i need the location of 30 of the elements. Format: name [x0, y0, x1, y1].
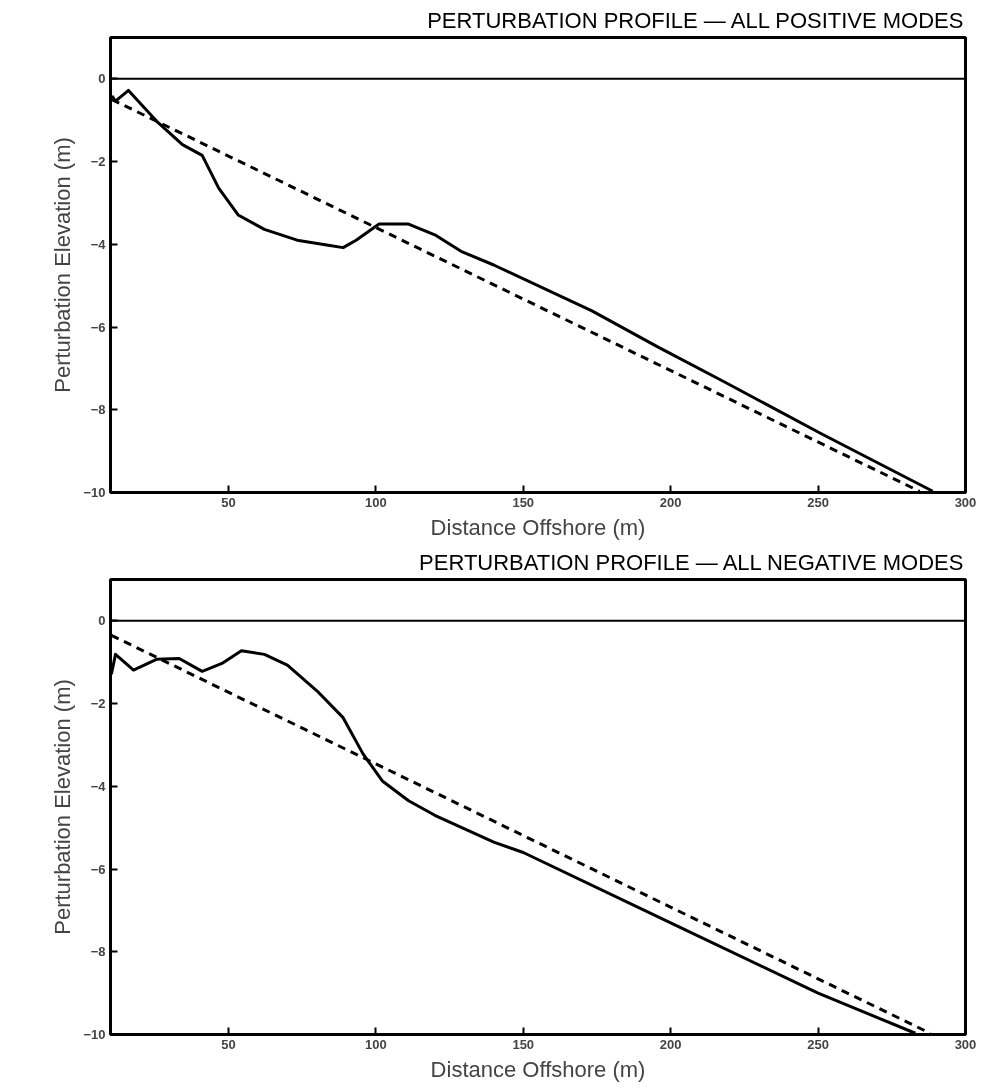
x-axis-title: Distance Offshore (m): [430, 1056, 646, 1082]
x-tick-label: 250: [807, 1036, 829, 1052]
x-tick-label: 100: [365, 1036, 387, 1052]
x-tick-label: 150: [512, 494, 535, 510]
y-tick-label: 0: [98, 613, 106, 629]
y-tick-label: −8: [90, 402, 106, 418]
y-tick-label: −6: [90, 861, 106, 877]
x-tick-label: 300: [954, 494, 977, 510]
x-tick-label: 250: [807, 494, 829, 510]
y-tick-label: −8: [90, 944, 106, 960]
y-tick-label: −4: [90, 236, 107, 252]
x-tick-label: 200: [659, 494, 682, 510]
y-tick-label: −10: [83, 1027, 106, 1042]
x-tick-label: 300: [954, 1036, 977, 1052]
y-tick-label: −10: [83, 485, 106, 500]
chart-title: PERTURBATION PROFILE — ALL NEGATIVE MODES: [419, 549, 964, 575]
y-tick-label: −2: [90, 696, 106, 712]
y-axis-title: Perturbation Elevation (m): [50, 137, 76, 393]
x-tick-label: 100: [365, 494, 387, 510]
x-tick-label: 150: [512, 1036, 535, 1052]
x-tick-label: 50: [221, 1036, 236, 1052]
y-tick-label: −6: [90, 319, 106, 335]
x-tick-label: 50: [221, 494, 236, 510]
y-axis-title: Perturbation Elevation (m): [50, 679, 76, 935]
y-tick-label: 0: [98, 71, 106, 87]
x-axis-title: Distance Offshore (m): [430, 514, 646, 540]
y-tick-label: −2: [90, 154, 106, 170]
x-tick-label: 200: [659, 1036, 682, 1052]
chart-title: PERTURBATION PROFILE — ALL POSITIVE MODES: [427, 7, 964, 33]
y-tick-label: −4: [90, 778, 107, 794]
